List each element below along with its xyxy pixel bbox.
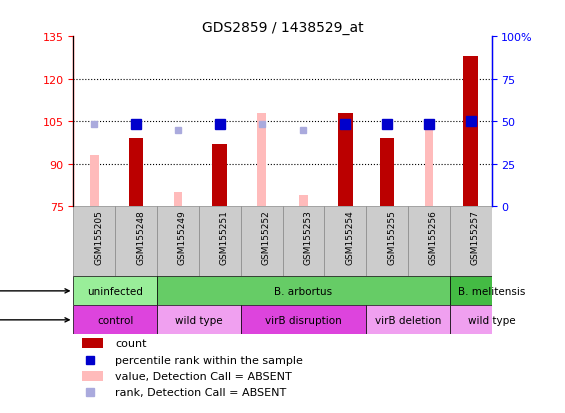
Text: genotype/variation: genotype/variation [0,315,69,325]
Bar [82,338,103,349]
Bar [174,192,182,206]
Text: GSM155255: GSM155255 [387,210,396,265]
Text: value, Detection Call = ABSENT: value, Detection Call = ABSENT [115,371,292,381]
Text: GSM155253: GSM155253 [303,210,312,265]
Bar [299,195,307,206]
Bar [73,277,157,306]
Bar [212,145,227,206]
Bar [258,113,266,206]
Text: count: count [115,339,147,349]
Bar [241,306,366,335]
Bar [366,306,450,335]
Bar [282,206,324,277]
Bar [82,371,103,381]
Bar [241,206,282,277]
Text: GSM155248: GSM155248 [136,210,145,265]
Text: wild type: wild type [468,315,515,325]
Text: GSM155252: GSM155252 [262,210,271,265]
Bar [463,57,478,206]
Text: virB disruption: virB disruption [265,315,342,325]
Bar [157,277,450,306]
Bar [90,156,98,206]
Bar [157,306,241,335]
Text: B. melitensis: B. melitensis [458,286,525,296]
Bar [366,206,408,277]
Bar [157,206,199,277]
Text: wild type: wild type [175,315,223,325]
Bar [425,125,433,206]
Text: control: control [97,315,133,325]
Bar [129,139,144,206]
Text: GSM155257: GSM155257 [471,210,480,265]
Text: rank, Detection Call = ABSENT: rank, Detection Call = ABSENT [115,387,286,397]
Text: uninfected: uninfected [88,286,143,296]
Bar [73,206,115,277]
Bar [450,206,492,277]
Bar [408,206,450,277]
Text: virB deletion: virB deletion [375,315,441,325]
Bar [324,206,366,277]
Bar [450,306,533,335]
Text: GSM155251: GSM155251 [220,210,229,265]
Bar [115,206,157,277]
Text: infection: infection [0,286,69,296]
Text: percentile rank within the sample: percentile rank within the sample [115,355,303,365]
Text: GSM155256: GSM155256 [429,210,438,265]
Text: GSM155254: GSM155254 [345,210,354,265]
Bar [338,113,353,206]
Bar [199,206,241,277]
Text: GSM155205: GSM155205 [94,210,103,265]
Bar [450,277,533,306]
Bar [380,139,394,206]
Text: B. arbortus: B. arbortus [275,286,332,296]
Bar [73,306,157,335]
Title: GDS2859 / 1438529_at: GDS2859 / 1438529_at [202,21,363,35]
Text: GSM155249: GSM155249 [178,210,187,265]
